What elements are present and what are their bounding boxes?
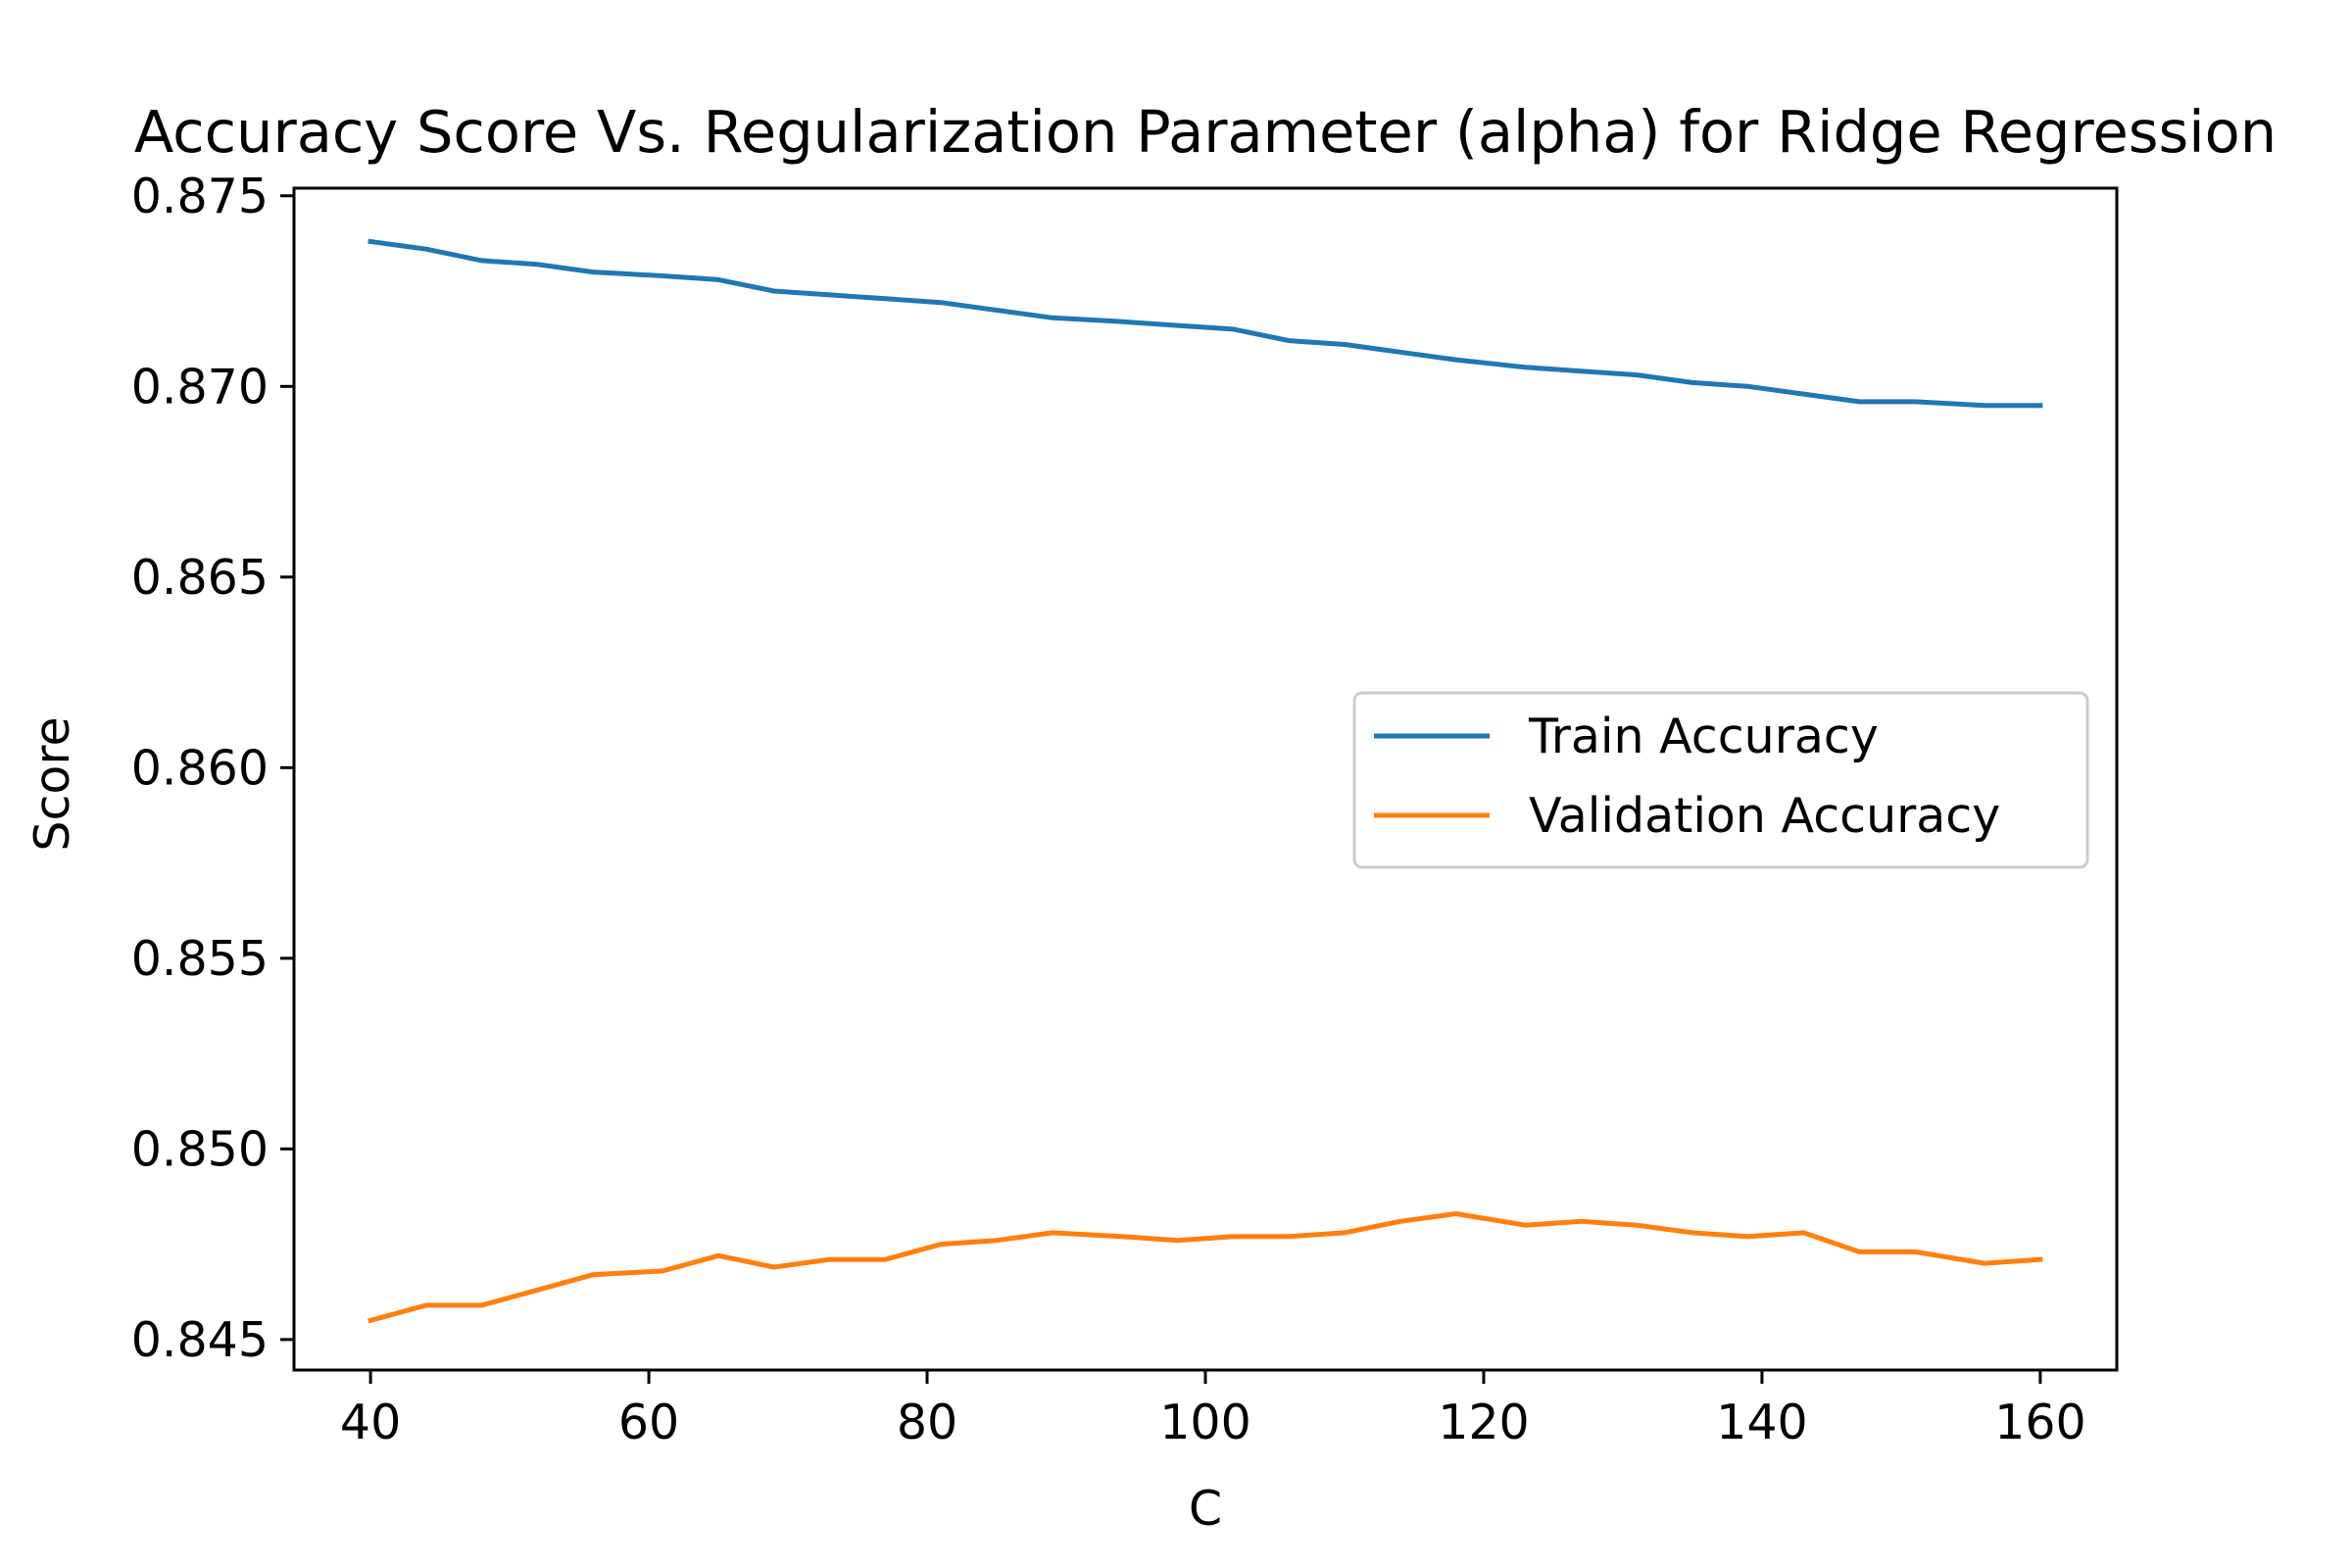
x-axis: 40 60 80 100 120 140 160 [340, 1370, 2086, 1450]
series-line-validation-accuracy [368, 1211, 2043, 1324]
y-tick-label: 0.845 [131, 1312, 269, 1368]
x-tick-label: 120 [1438, 1395, 1530, 1450]
y-axis-label: Score [24, 716, 80, 851]
y-tick-label: 0.870 [131, 359, 269, 415]
y-tick-label: 0.850 [131, 1121, 269, 1177]
y-axis: 0.845 0.850 0.855 0.860 0.865 0.870 0.875 [131, 169, 294, 1368]
x-tick-label: 80 [897, 1395, 957, 1450]
chart-title: Accuracy Score Vs. Regularization Parame… [134, 98, 2277, 166]
x-axis-label: C [1189, 1481, 1222, 1537]
legend-label-train-accuracy: Train Accuracy [1528, 709, 1879, 764]
x-tick-label: 100 [1159, 1395, 1251, 1450]
legend: Train Accuracy Validation Accuracy [1352, 691, 2089, 869]
y-tick-label: 0.875 [131, 169, 269, 224]
series-layer [368, 238, 2043, 1324]
legend-label-validation-accuracy: Validation Accuracy [1529, 788, 2000, 844]
y-tick-label: 0.855 [131, 931, 269, 987]
x-tick-label: 140 [1716, 1395, 1808, 1450]
x-tick-label: 160 [1994, 1395, 2086, 1450]
x-tick-label: 60 [618, 1395, 679, 1450]
series-line-train-accuracy [368, 238, 2043, 409]
legend-frame [1352, 691, 2089, 869]
y-tick-label: 0.860 [131, 740, 269, 796]
y-tick-label: 0.865 [131, 550, 269, 606]
x-tick-label: 40 [340, 1395, 401, 1450]
